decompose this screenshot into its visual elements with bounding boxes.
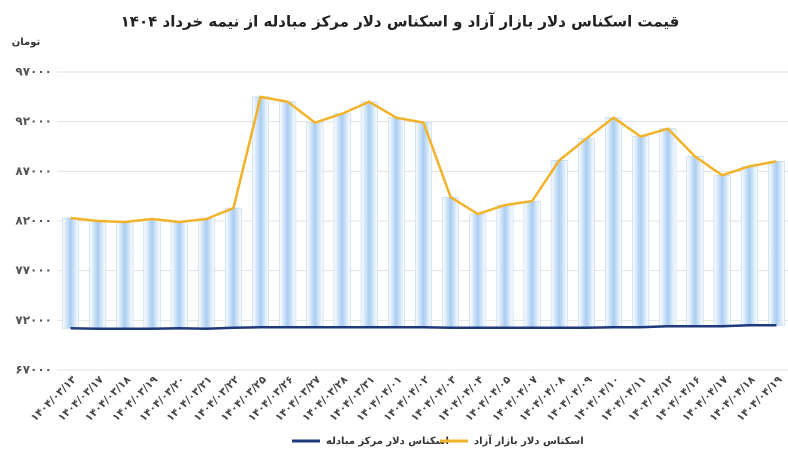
bar — [225, 207, 242, 329]
bar — [768, 161, 785, 326]
bar — [740, 166, 758, 326]
bar — [632, 136, 650, 328]
bar — [415, 122, 432, 328]
line — [70, 324, 777, 331]
chart-title: قیمت اسکناس دلار بازار آزاد و اسکناس دلا… — [121, 13, 680, 31]
bar — [577, 138, 595, 329]
bar — [143, 218, 161, 330]
legend-label: اسکناس دلار بازار آزاد — [474, 434, 584, 447]
line — [70, 95, 777, 224]
y-tick-label: ۹۲۰۰۰ — [15, 114, 52, 128]
bar — [523, 200, 541, 329]
bar — [387, 117, 405, 328]
bar — [496, 204, 514, 329]
bar — [686, 156, 704, 327]
bar — [550, 160, 568, 329]
bar — [197, 218, 215, 330]
y-tick-label: ۷۷۰۰۰ — [15, 263, 52, 277]
bar — [62, 217, 79, 329]
y-unit: تومان — [12, 37, 41, 48]
y-tick-label: ۷۲۰۰۰ — [15, 313, 52, 327]
bar — [279, 101, 297, 328]
bar — [360, 101, 378, 328]
bar — [170, 221, 188, 329]
bar — [333, 113, 351, 328]
bar — [605, 117, 622, 328]
bar — [89, 220, 107, 330]
bar — [469, 213, 487, 329]
bar — [252, 96, 270, 328]
y-tick-label: ۸۲۰۰۰ — [15, 214, 52, 228]
legend-label: اسکناس دلار مرکز مبادله — [326, 436, 449, 447]
y-tick-label: ۹۷۰۰۰ — [15, 65, 52, 79]
bar — [116, 221, 134, 330]
y-tick-label: ۸۷۰۰۰ — [15, 164, 52, 178]
bar — [442, 196, 460, 329]
bar — [306, 122, 324, 328]
bar — [713, 175, 731, 327]
y-tick-label: ۶۷۰۰۰ — [15, 363, 52, 377]
bar — [659, 128, 677, 327]
